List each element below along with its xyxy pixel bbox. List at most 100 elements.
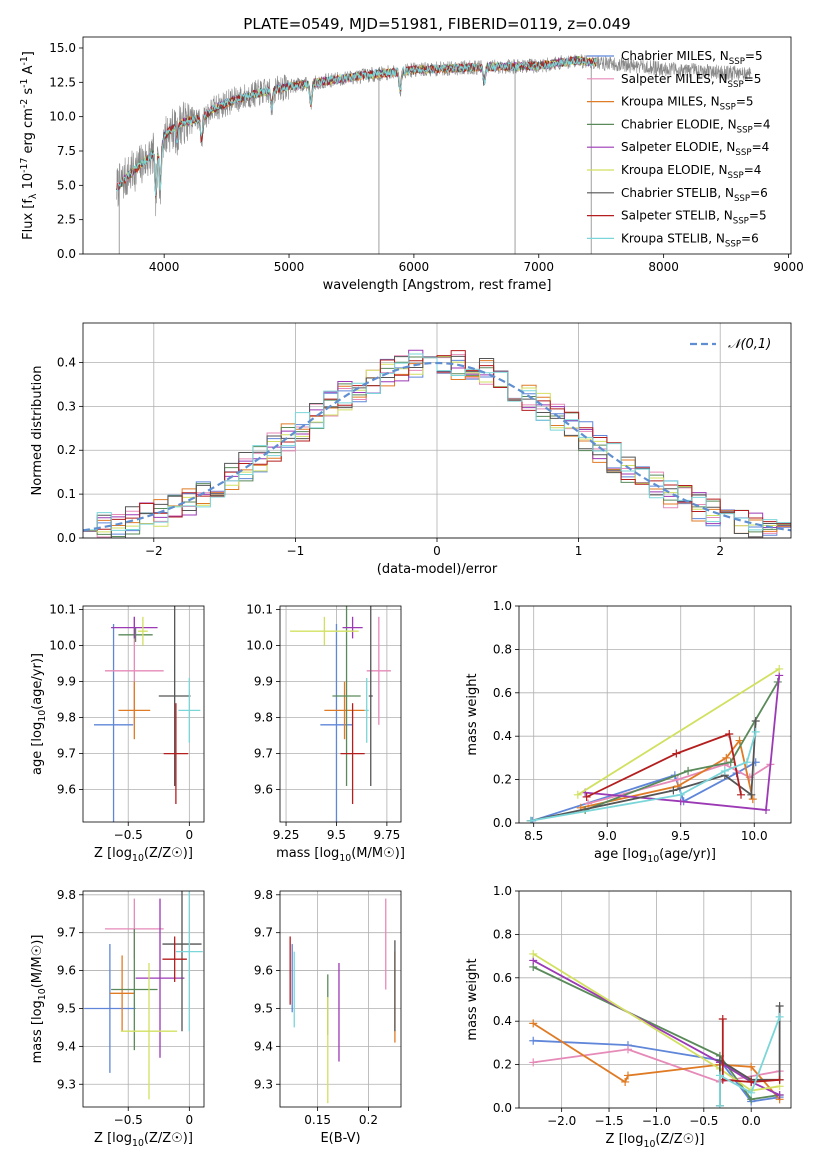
y-tick-label: 0.4 bbox=[493, 729, 512, 743]
y-tick-label: 0.4 bbox=[57, 355, 76, 369]
y-tick-label: 0.4 bbox=[493, 1014, 512, 1028]
y-tick-label: 9.8 bbox=[57, 888, 76, 902]
error-bar bbox=[138, 616, 148, 646]
x-axis-label: E(B-V) bbox=[320, 1131, 360, 1146]
error-bar bbox=[111, 616, 158, 639]
x-tick-label: 0.0 bbox=[742, 1114, 761, 1128]
chart-mass-vs-EBV: 0.15 0.2 9.3 9.4 9.5 9.6 9.7 9.8 E(B-V) bbox=[254, 888, 402, 1146]
x-axis-label: Z [log10(Z/Z☉)] bbox=[94, 846, 193, 864]
x-tick-label: 1 bbox=[575, 544, 583, 558]
axes-frame bbox=[82, 322, 792, 539]
legend-label: 𝒩(0,1) bbox=[728, 337, 771, 352]
y-tick-label: 1.0 bbox=[493, 884, 512, 898]
weight-point-marker bbox=[573, 790, 582, 799]
chart-mass-vs-Z: −0.5 0 9.3 9.4 9.5 9.6 9.7 9.8 Z [log10(Z/Z☉)] ma… bbox=[30, 888, 205, 1149]
weight-series-line bbox=[585, 675, 781, 811]
y-tick-label: 7.5 bbox=[57, 144, 76, 158]
x-tick-label: 0 bbox=[186, 1113, 194, 1127]
weight-point-marker bbox=[621, 1077, 630, 1086]
x-tick-label: −0.5 bbox=[689, 1114, 718, 1128]
x-tick-label: −0.5 bbox=[114, 1113, 143, 1127]
weight-point-marker bbox=[775, 1090, 784, 1099]
x-tick-label: 9.5 bbox=[327, 828, 346, 842]
axes-frame bbox=[82, 890, 205, 1108]
chart-weight-vs-age: 8.5 9.0 9.5 10.0 0.0 0.2 0.4 0.6 0.8 1.0 age [log1… bbox=[465, 599, 792, 865]
error-bar bbox=[118, 681, 151, 740]
legend-label: Kroupa STELIB, NSSP=6 bbox=[621, 231, 759, 249]
weight-point-marker bbox=[720, 766, 729, 775]
residual-histogram bbox=[83, 350, 791, 531]
model-spectrum-line bbox=[116, 56, 597, 197]
weight-point-marker bbox=[775, 1012, 784, 1021]
error-bar bbox=[324, 681, 365, 740]
y-tick-label: 0.8 bbox=[493, 642, 512, 656]
plot-area bbox=[116, 54, 752, 254]
x-tick-label: −2.0 bbox=[547, 1114, 576, 1128]
error-bar bbox=[94, 624, 134, 822]
y-tick-label: 9.7 bbox=[254, 926, 273, 940]
error-bar bbox=[135, 898, 185, 1058]
error-bar bbox=[340, 703, 365, 804]
weight-series-line bbox=[533, 1048, 780, 1083]
y-tick-label: 9.5 bbox=[254, 1001, 273, 1015]
y-tick-label: 0.2 bbox=[493, 1058, 512, 1072]
weight-series-line bbox=[719, 1016, 781, 1106]
legend-label: Chabrier MILES, NSSP=5 bbox=[621, 49, 763, 67]
weight-point-marker bbox=[526, 816, 535, 823]
x-axis-label: age [log10(age/yr)] bbox=[594, 847, 716, 865]
weight-series-line bbox=[586, 732, 742, 798]
y-tick-label: 9.5 bbox=[57, 1001, 76, 1015]
y-tick-label: 9.7 bbox=[57, 747, 76, 761]
x-tick-label: −1.5 bbox=[594, 1114, 623, 1128]
plot-area bbox=[289, 898, 396, 1104]
legend-label: Kroupa MILES, NSSP=5 bbox=[621, 95, 754, 113]
chart-age-vs-Z: −0.5 0 9.6 9.7 9.8 9.9 10.0 10.1 Z [log10(Z/Z☉)]… bbox=[30, 603, 205, 864]
y-tick-label: 0.1 bbox=[57, 487, 76, 501]
y-tick-label: 9.7 bbox=[254, 747, 273, 761]
y-tick-label: 9.6 bbox=[254, 964, 273, 978]
weight-series-line bbox=[721, 1019, 780, 1083]
y-axis-label: mass weight bbox=[465, 958, 480, 1040]
y-tick-label: 0.0 bbox=[493, 816, 512, 830]
y-tick-label: 10.0 bbox=[49, 639, 76, 653]
weight-point-marker bbox=[748, 795, 757, 804]
y-tick-label: 9.8 bbox=[254, 888, 273, 902]
weight-point-marker bbox=[718, 1015, 727, 1024]
y-tick-label: 9.3 bbox=[254, 1077, 273, 1091]
y-tick-label: 9.4 bbox=[57, 1039, 76, 1053]
x-tick-label: 4000 bbox=[149, 260, 180, 274]
chart-spectrum: 4000 5000 6000 7000 8000 9000 0.0 2.5 5.0 7.5 10.0… bbox=[19, 36, 804, 293]
x-axis-label: mass [log10(M/M☉)] bbox=[276, 846, 405, 864]
weight-series-line bbox=[577, 668, 780, 796]
y-axis-label: Normed distribution bbox=[30, 366, 45, 496]
plot-area bbox=[529, 949, 784, 1108]
y-tick-label: 0.2 bbox=[57, 443, 76, 457]
x-tick-label: 8.5 bbox=[524, 829, 543, 843]
y-tick-label: 9.6 bbox=[57, 964, 76, 978]
weight-point-marker bbox=[742, 758, 751, 767]
x-tick-label: 9.25 bbox=[273, 828, 300, 842]
legend-label: Salpeter STELIB, NSSP=5 bbox=[621, 209, 767, 227]
weight-point-marker bbox=[669, 786, 678, 795]
y-tick-label: 2.5 bbox=[57, 213, 76, 227]
weight-point-marker bbox=[529, 1019, 538, 1028]
weight-series-line bbox=[584, 681, 779, 811]
y-tick-label: 10.0 bbox=[49, 110, 76, 124]
y-tick-label: 0.6 bbox=[493, 971, 512, 985]
weight-point-marker bbox=[747, 790, 756, 799]
x-tick-label: 9000 bbox=[773, 260, 804, 274]
x-tick-label: 9.5 bbox=[671, 829, 690, 843]
error-bar bbox=[178, 678, 201, 743]
axes-frame bbox=[82, 36, 792, 255]
weight-point-marker bbox=[747, 1088, 756, 1097]
x-tick-label: −2 bbox=[145, 544, 163, 558]
chart-weight-vs-Z: −2.0 −1.5 −1.0 −0.5 0.0 0.0 0.2 0.4 0.6 0.8 1.0 Z [… bbox=[465, 884, 792, 1150]
error-bar bbox=[175, 891, 203, 1032]
y-tick-label: 10.0 bbox=[246, 639, 273, 653]
y-tick-label: 10.1 bbox=[49, 603, 76, 617]
plot-area bbox=[290, 606, 391, 822]
weight-point-marker bbox=[715, 1101, 724, 1108]
axes-frame bbox=[518, 890, 792, 1109]
weight-series-line bbox=[532, 953, 780, 1092]
axes-frame bbox=[279, 890, 402, 1108]
